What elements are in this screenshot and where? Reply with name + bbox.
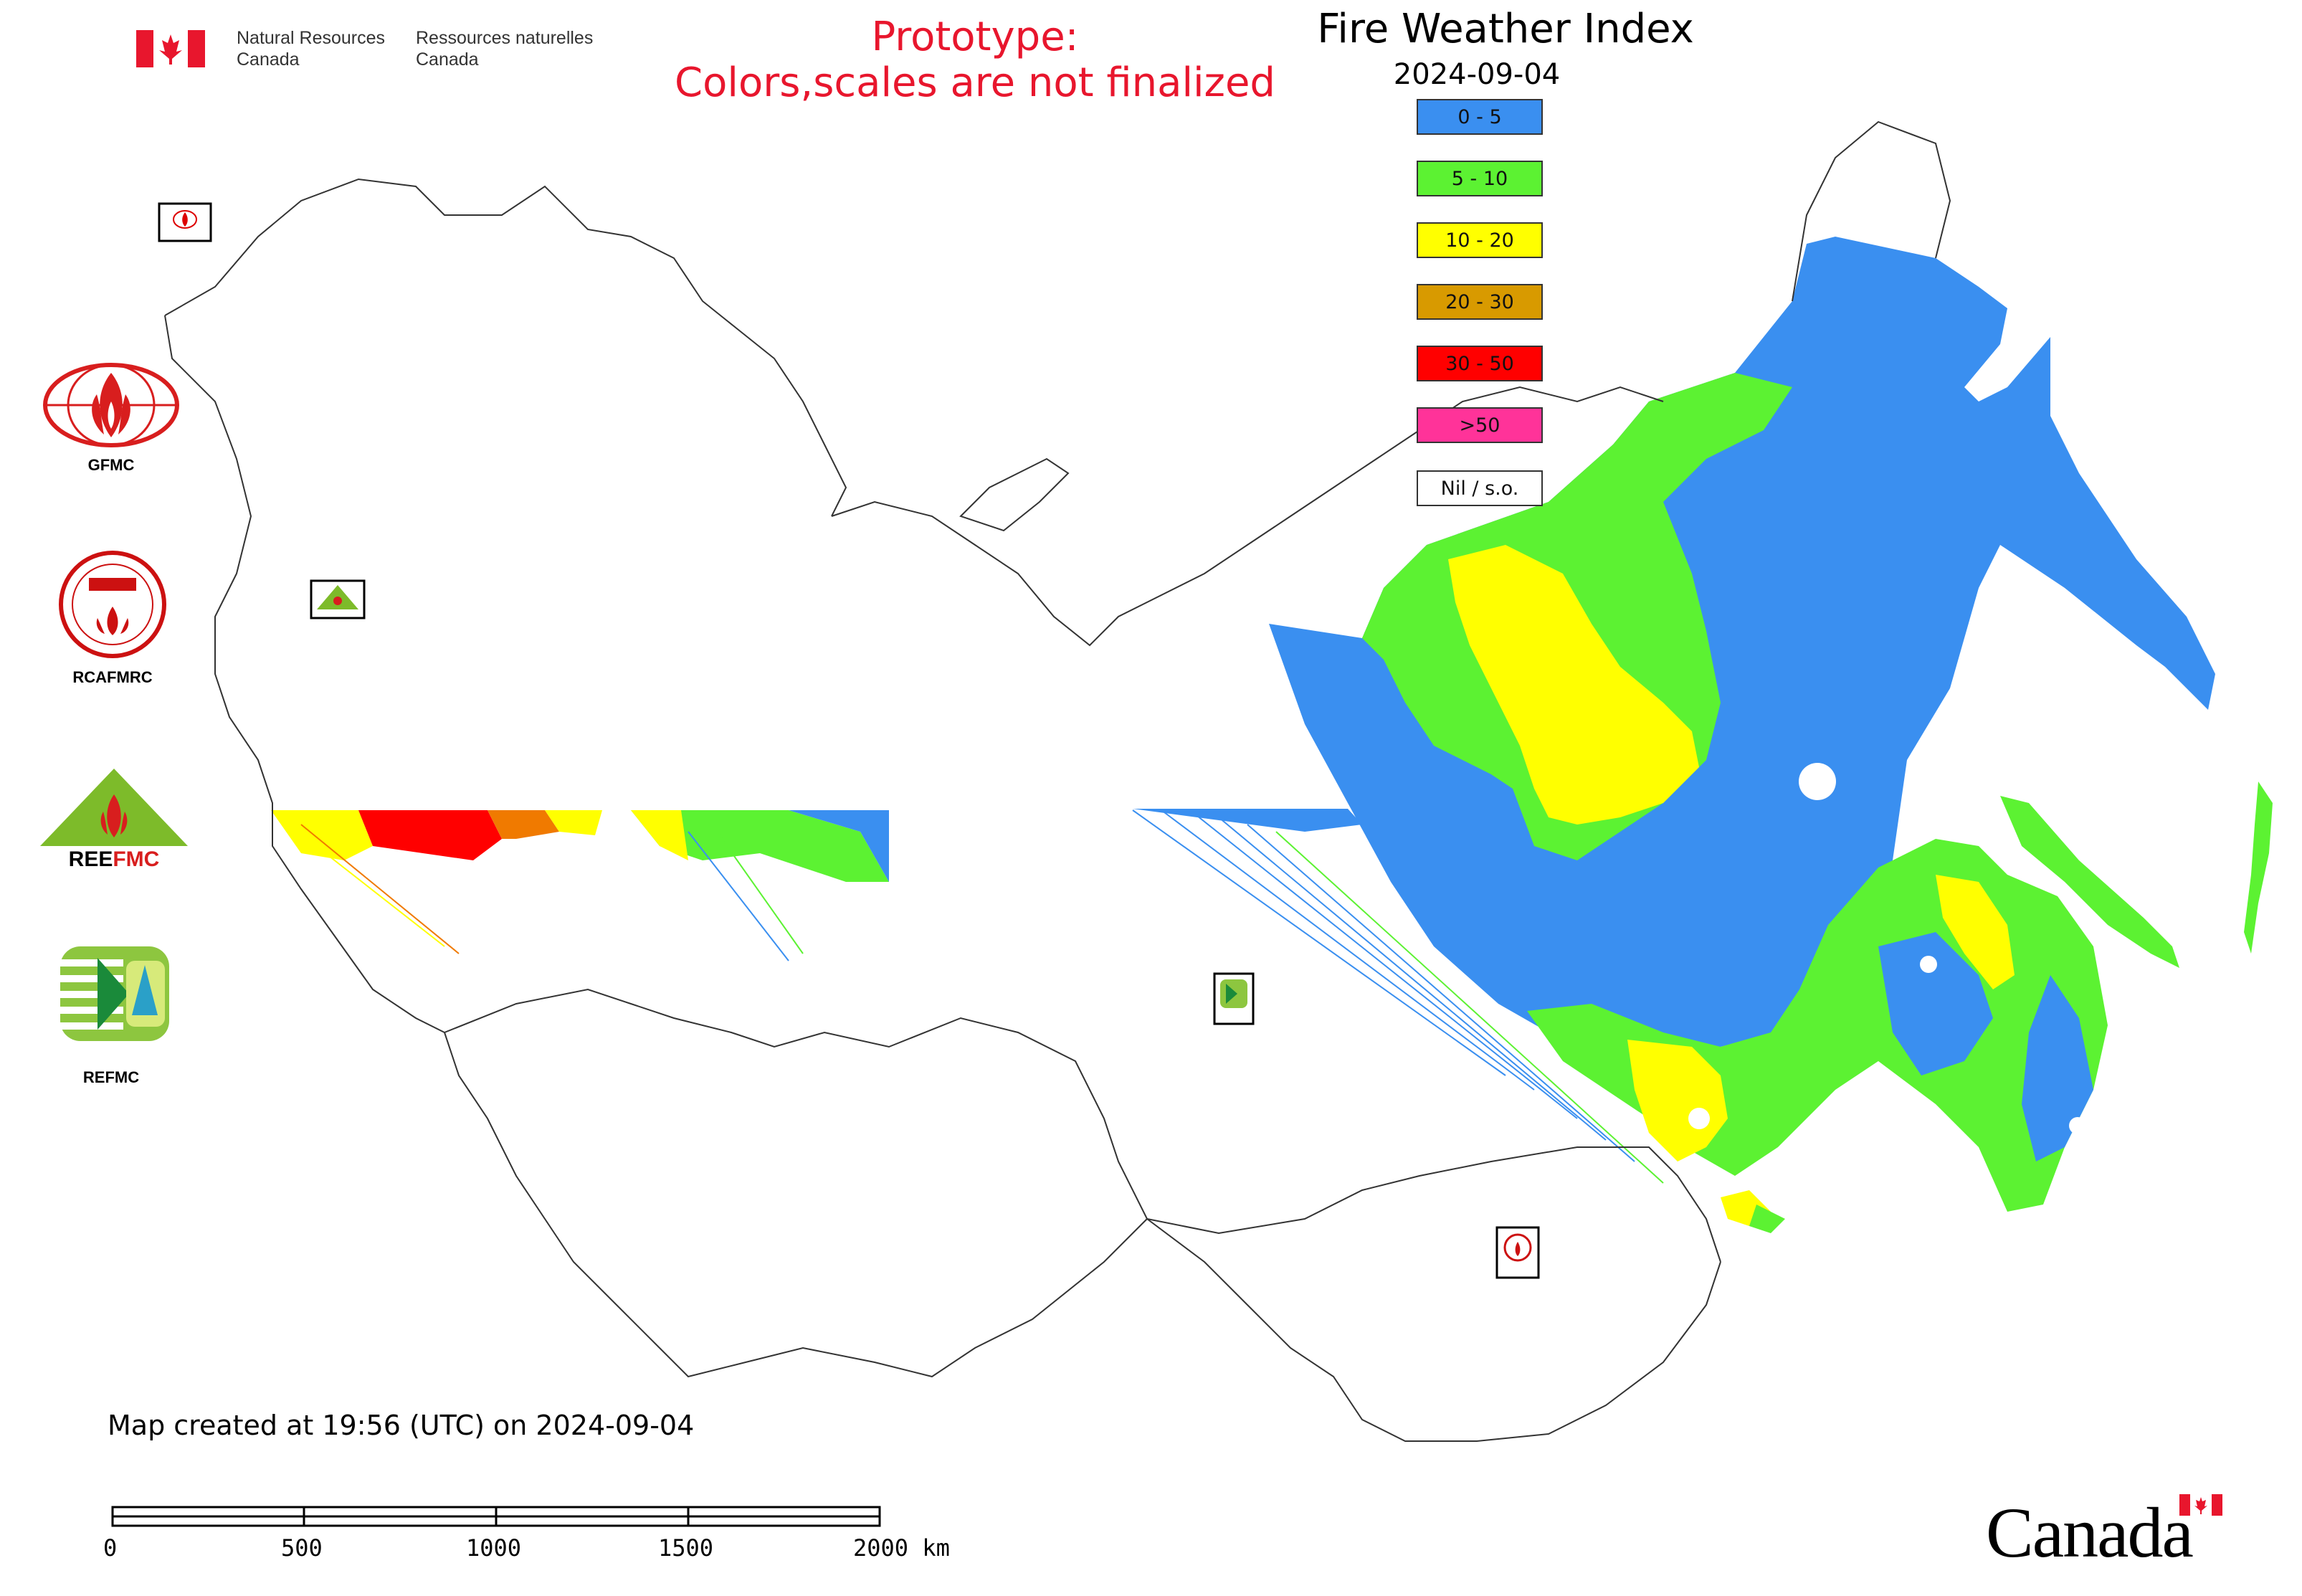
legend-item-5-10: 5 - 10	[1417, 161, 1543, 196]
legend-label: Nil / s.o.	[1440, 477, 1519, 500]
fwi-band-green-mid	[631, 810, 889, 882]
wordmark-flag-icon	[2179, 1494, 2222, 1516]
prototype-line2: Colors,scales are not finalized	[675, 60, 1275, 106]
fwi-region-yellow-south	[1627, 1040, 1728, 1162]
fwi-band-yellow-mid	[631, 810, 688, 860]
scale-label-500: 500	[281, 1534, 323, 1562]
fwi-nil-spot-2	[1920, 956, 1937, 973]
department-name-fr: Ressources naturelles Canada	[416, 27, 593, 70]
department-en-line1: Natural Resources	[237, 28, 386, 48]
created-timestamp: Map created at 19:56 (UTC) on 2024-09-04	[108, 1410, 695, 1441]
department-fr-line1: Ressources naturelles	[416, 28, 594, 48]
outline-novaya-zemlya	[959, 457, 1070, 532]
gfmc-label: GFMC	[87, 456, 135, 474]
department-en-line2: Canada	[237, 49, 300, 70]
fwi-band-stripes	[279, 809, 1664, 1184]
department-name-en: Natural Resources Canada	[237, 27, 385, 70]
outline-europe-west	[164, 315, 445, 1033]
scale-label-1500: 1500	[658, 1534, 714, 1562]
legend-item-0-5: 0 - 5	[1417, 99, 1543, 135]
scale-label-2000: 2000 km	[853, 1534, 950, 1562]
fwi-band-blue-east	[1133, 809, 1362, 832]
fwi-band-yellow-west	[271, 810, 373, 860]
fwi-band-yellow-west2	[545, 810, 602, 835]
fwi-band-red-west	[358, 810, 502, 860]
rcafmrc-logo-icon	[59, 551, 166, 658]
fwi-nil-spot-1	[1799, 763, 1836, 800]
refmc-label: REFMC	[82, 1068, 140, 1086]
fwi-region-yellow-southeast	[1936, 875, 2015, 989]
svg-text:REEFMC: REEFMC	[69, 847, 160, 871]
country-outlines	[164, 120, 1951, 1442]
rcafmrc-label: RCAFMRC	[72, 668, 153, 686]
legend-item-nil: Nil / s.o.	[1417, 470, 1543, 506]
gfmc-logo-icon	[43, 363, 179, 447]
fwi-nil-spot-4	[2069, 1117, 2086, 1134]
rcafmrc-marker-icon	[1495, 1226, 1540, 1279]
outline-east-coast	[1792, 120, 1951, 302]
legend-label: >50	[1459, 414, 1500, 437]
scale-bar	[111, 1506, 881, 1527]
prototype-line1: Prototype:	[871, 14, 1079, 60]
legend-label: 10 - 20	[1445, 229, 1514, 252]
fwi-nil-spot-3	[1688, 1108, 1710, 1129]
refmc-marker-icon	[1213, 972, 1255, 1025]
fwi-region-green-islands	[2244, 782, 2273, 954]
fwi-band-blue-mid	[789, 810, 889, 882]
outline-arctic-coast	[831, 386, 1664, 647]
fwi-band-orange-west	[487, 810, 559, 839]
fwi-region-yellow-central	[1448, 545, 1699, 825]
canada-flag-icon	[136, 30, 205, 67]
legend-item-20-30: 20 - 30	[1417, 284, 1543, 320]
reefmc-logo-icon: REEFMC	[40, 769, 188, 871]
legend-item-over-50: >50	[1417, 407, 1543, 443]
refmc-logo-icon	[60, 946, 169, 1041]
outline-scandinavia	[164, 178, 847, 517]
fwi-region-green-coast	[1749, 1205, 1785, 1233]
prototype-notice: Prototype: Colors,scales are not finaliz…	[631, 14, 1319, 106]
map-title: Fire Weather Index	[1317, 6, 1694, 52]
outline-kazakhstan	[444, 1032, 1148, 1378]
legend-label: 5 - 10	[1451, 167, 1508, 190]
scale-label-0: 0	[103, 1534, 118, 1562]
fwi-region-blue-island	[2022, 975, 2093, 1162]
canada-wordmark: Canada	[1986, 1493, 2194, 1572]
legend-label: 0 - 5	[1457, 105, 1502, 128]
department-fr-line2: Canada	[416, 49, 479, 70]
outline-russia-south	[444, 988, 1721, 1263]
fwi-region-blue-southeast	[1878, 932, 1993, 1075]
legend-label: 30 - 50	[1445, 352, 1514, 375]
map-date: 2024-09-04	[1393, 58, 1561, 91]
scale-label-1000: 1000	[466, 1534, 522, 1562]
legend-item-30-50: 30 - 50	[1417, 346, 1543, 381]
fwi-region-blue-main	[1269, 237, 2215, 1061]
reefmc-marker-icon	[310, 579, 366, 619]
fwi-region-green-peninsula	[2000, 796, 2179, 968]
outline-mongolia	[1146, 1218, 1721, 1442]
legend-item-10-20: 10 - 20	[1417, 222, 1543, 258]
legend-label: 20 - 30	[1445, 290, 1514, 313]
gfmc-small-marker-icon	[158, 202, 212, 242]
